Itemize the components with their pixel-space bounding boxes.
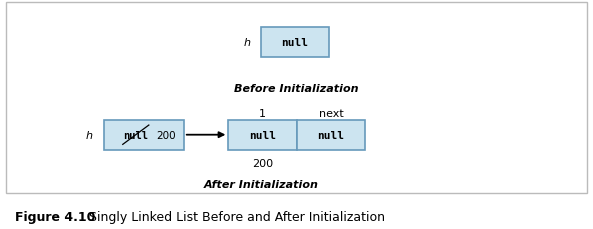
Text: null: null	[249, 130, 276, 140]
Bar	[6, 3, 587, 194]
Bar	[261, 27, 329, 57]
Text: h: h	[86, 130, 93, 140]
Text: 200: 200	[157, 130, 176, 140]
Text: 200: 200	[252, 159, 273, 169]
Text: next: next	[318, 108, 343, 118]
Bar	[296, 120, 365, 150]
Text: Figure 4.10: Figure 4.10	[15, 210, 95, 223]
Text: h: h	[243, 37, 250, 47]
Text: 1: 1	[259, 108, 266, 118]
Text: Before Initialization: Before Initialization	[234, 83, 359, 93]
Text: Singly Linked List Before and After Initialization: Singly Linked List Before and After Init…	[85, 210, 385, 223]
Bar	[104, 120, 184, 150]
Text: null: null	[282, 37, 308, 47]
Text: null: null	[317, 130, 344, 140]
Text: After Initialization: After Initialization	[203, 179, 318, 189]
Bar	[228, 120, 296, 150]
Text: null: null	[123, 130, 148, 140]
